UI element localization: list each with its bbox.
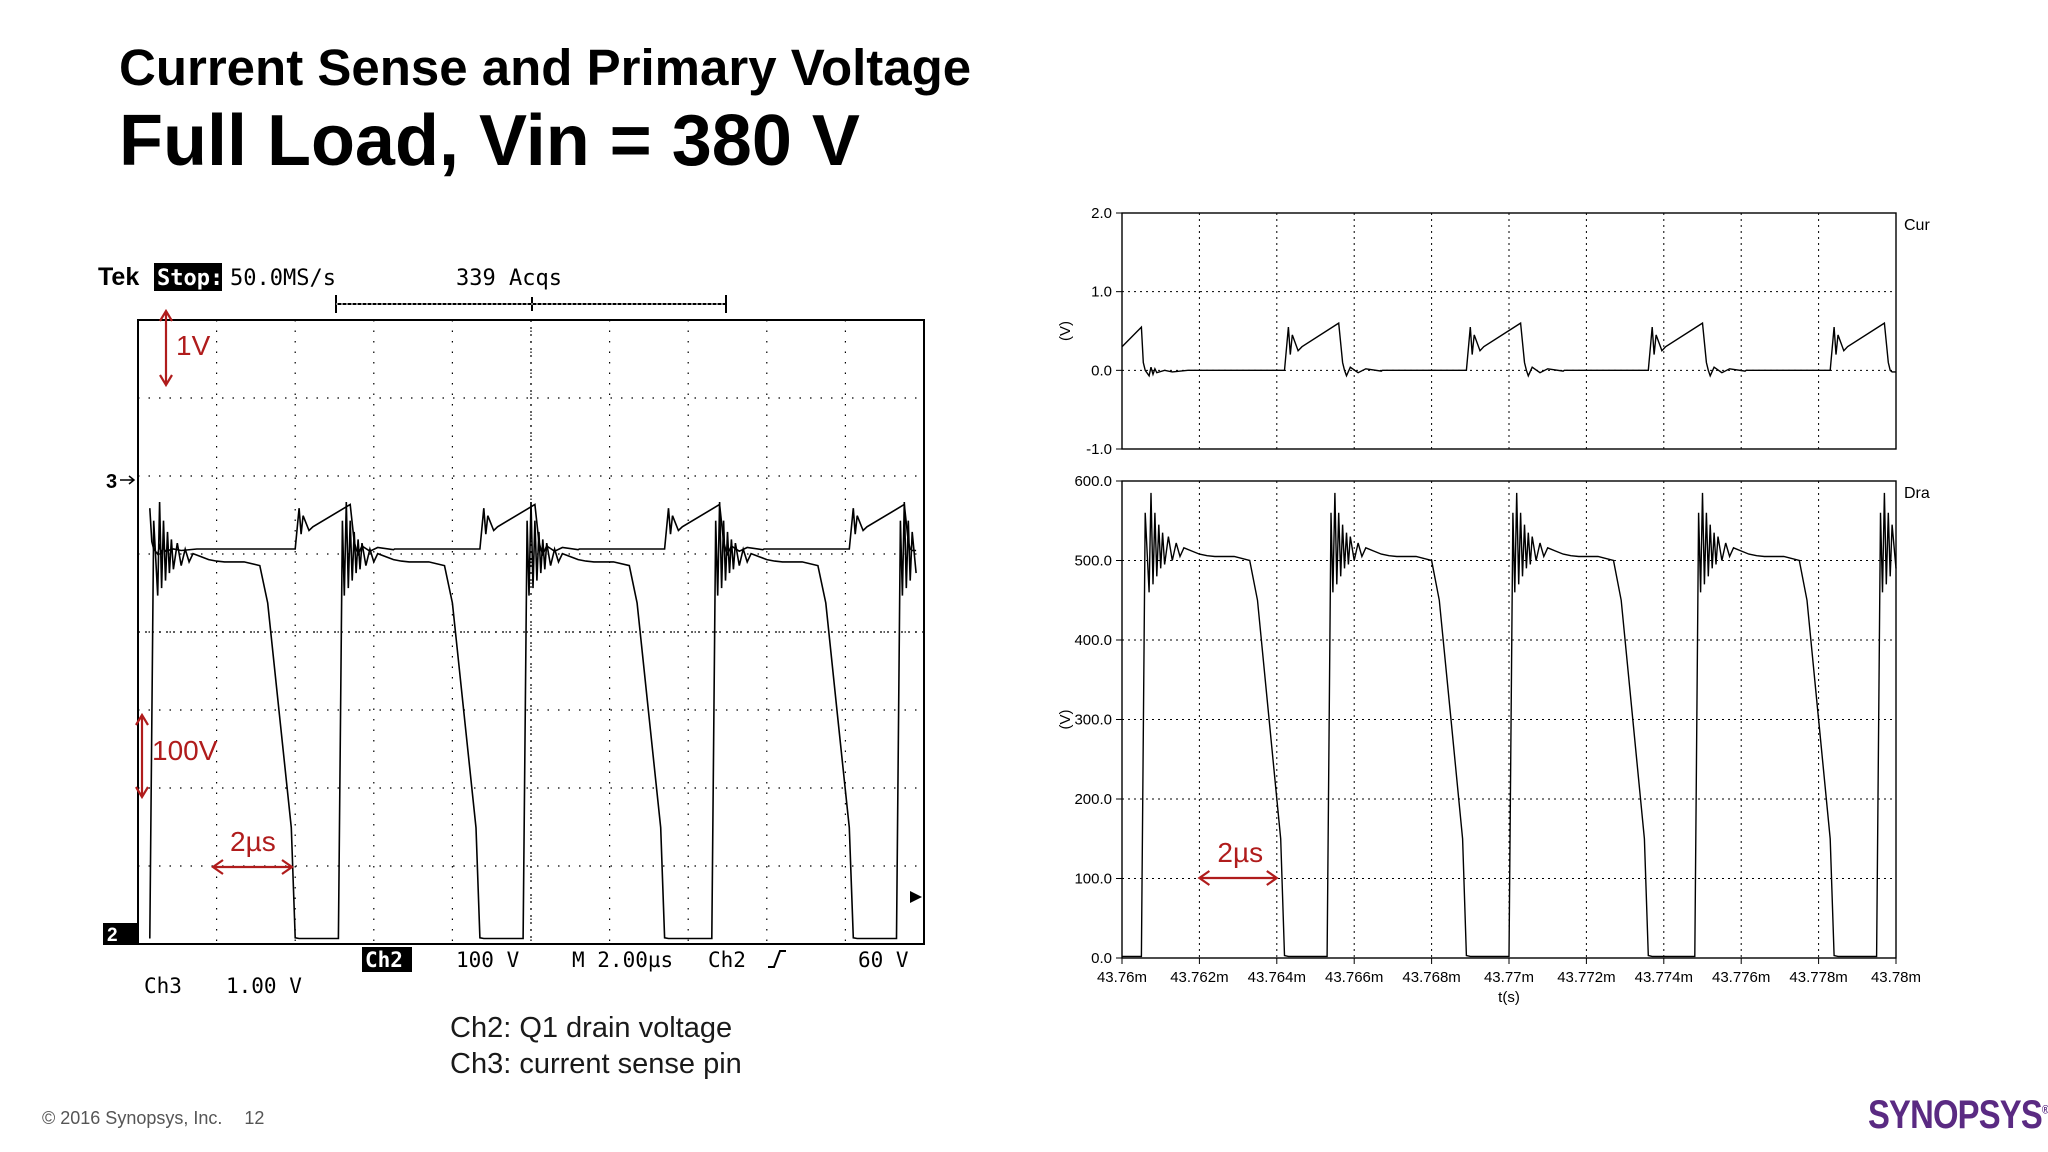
scope-mode: Stop:	[157, 266, 223, 291]
slide-subtitle: Full Load, Vin = 380 V	[119, 101, 860, 181]
sim-ytick-label: 0.0	[1091, 362, 1112, 379]
ch3-scale: 1.00 V	[226, 974, 302, 998]
sim-xtick-label: 43.76m	[1097, 969, 1147, 986]
logo-mark: ®	[2041, 1102, 2048, 1117]
scope-mode-badge	[154, 263, 222, 291]
time-scale-arrow	[211, 859, 294, 875]
sim-yaxis-label: (V)	[1057, 710, 1074, 730]
ch2-scale: 100 V	[456, 948, 520, 972]
trigger-slope-icon	[768, 950, 786, 968]
sim-ytick-label: 2.0	[1091, 205, 1112, 222]
caption: Ch2: Q1 drain voltage Ch3: current sense…	[450, 1010, 742, 1082]
sim-ytick-label: 1.0	[1091, 284, 1112, 301]
ch2-marker-badge	[103, 923, 139, 945]
sim-ytick-label: 500.0	[1074, 553, 1112, 570]
sim-xtick-label: 43.78m	[1871, 969, 1921, 986]
page-number: 12	[244, 1108, 265, 1128]
sim-time-scale-label: 2µs	[1217, 837, 1263, 868]
current-scale-label: 1V	[176, 330, 211, 361]
simulation-plot: 2.0 1.0 0.0 -1.0 (V) Current Sense 600.0 500.0 4…	[1057, 205, 1930, 1006]
caption-line-ch2: Ch2: Q1 drain voltage	[450, 1012, 733, 1044]
time-scale-label: 2µs	[230, 826, 276, 857]
ch3-current-sense-trace	[149, 503, 917, 557]
scope-graticule	[138, 320, 924, 944]
scope-brand: Tek	[98, 263, 139, 291]
sim-xtick-label: 43.766m	[1325, 969, 1383, 986]
sim-ytick-label: 200.0	[1074, 791, 1112, 808]
sim-xtick-label: 43.77m	[1484, 969, 1534, 986]
sim-xtick-label: 43.768m	[1402, 969, 1460, 986]
sim-ytick-label: 100.0	[1074, 871, 1112, 888]
scope-sample-rate: 50.0MS/s	[230, 266, 336, 291]
trigger-level: 60 V	[858, 948, 909, 972]
ch2-badge: Ch2	[365, 948, 403, 972]
sim-ytick-label: -1.0	[1086, 441, 1112, 458]
sim-time-scale-arrow	[1197, 870, 1279, 886]
sim-xtick-label: 43.772m	[1557, 969, 1615, 986]
scope-acqs: 339 Acqs	[456, 266, 562, 291]
sim-xtick-label: 43.776m	[1712, 969, 1770, 986]
current-scale-arrow	[159, 308, 173, 388]
sim-ytick-label: 300.0	[1074, 712, 1112, 729]
scope-traces	[149, 501, 917, 940]
ch2-marker: 2	[107, 925, 118, 946]
sim-xtick-label: 43.774m	[1635, 969, 1693, 986]
voltage-scale-label: 100V	[152, 735, 218, 766]
current-sense-trace	[1121, 321, 1896, 378]
scope-annotations: 1V 100V 2µs	[135, 308, 294, 875]
sim-ytick-label: 0.0	[1091, 950, 1112, 967]
sim-xtick-label: 43.778m	[1789, 969, 1847, 986]
ch3-label: Ch3	[144, 974, 182, 998]
sim-traces	[1121, 321, 1897, 958]
synopsys-logo: SYNOPSYS®	[1868, 1093, 2048, 1138]
drain-voltage-trace	[1122, 492, 1897, 958]
sim-series-name: Current Sense	[1904, 217, 1930, 234]
ch2-drain-voltage-trace	[149, 501, 917, 940]
caption-line-ch3: Ch3: current sense pin	[450, 1048, 742, 1080]
sim-ytick-label: 400.0	[1074, 632, 1112, 649]
sim-xtick-label: 43.764m	[1248, 969, 1306, 986]
voltage-scale-arrow	[135, 712, 149, 800]
copyright: © 2016 Synopsys, Inc.	[42, 1108, 223, 1128]
footer: © 2016 Synopsys, Inc. 12	[42, 1108, 264, 1129]
sim-ytick-label: 600.0	[1074, 473, 1112, 490]
sim-series-name: Drain Voltage	[1904, 485, 1930, 502]
sim-xtick-label: 43.762m	[1170, 969, 1228, 986]
slide-title: Current Sense and Primary Voltage	[119, 39, 972, 96]
sim-yaxis-label: (V)	[1057, 321, 1074, 341]
logo-text: SYNOPSYS	[1868, 1093, 2043, 1137]
sim-axis-labels: 2.0 1.0 0.0 -1.0 (V) Current Sense 600.0 500.0 4…	[1057, 205, 1930, 1006]
ch3-marker-arrow	[120, 475, 136, 485]
trigger-source: Ch2	[708, 948, 746, 972]
ch3-marker: 3	[106, 471, 117, 493]
trigger-marker	[910, 891, 922, 903]
sim-xaxis-label: t(s)	[1498, 989, 1520, 1006]
ch2-badge-bg	[362, 947, 412, 972]
timebase: M 2.00µs	[572, 948, 673, 972]
